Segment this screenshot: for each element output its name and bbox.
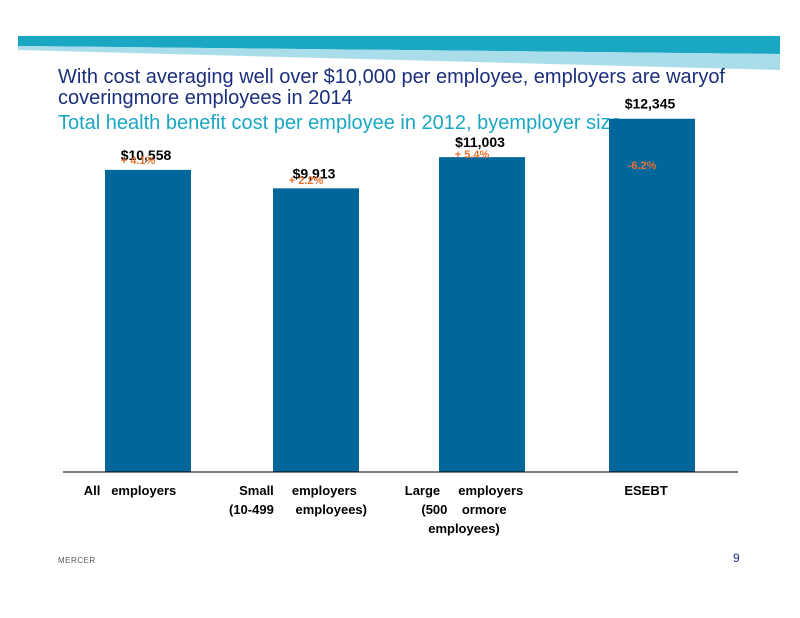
value-label-2: $11,003 (455, 134, 505, 150)
bar-2 (439, 157, 525, 472)
category-label-0-0: All employers (84, 483, 176, 498)
category-label-1-1: (10-499 employees) (229, 502, 367, 517)
slide-subtitle: Total health benefit cost per employee i… (58, 112, 622, 134)
change-label-1: + 2.2% (289, 175, 324, 187)
bar-0 (105, 169, 191, 472)
category-label-2-1: (500 ormore (421, 502, 506, 517)
value-label-0: $10,558 (121, 147, 172, 163)
category-label-2-0: Large employers (405, 483, 524, 498)
bar-1 (273, 188, 359, 472)
slide-title: With cost averaging well over $10,000 pe… (58, 66, 725, 109)
value-label-3: $12,345 (625, 96, 676, 112)
change-label-3: -6.2% (628, 160, 657, 172)
category-label-2-2: employees) (428, 521, 500, 536)
footer-logo-text: MERCER (58, 556, 96, 565)
bar-3 (609, 118, 695, 473)
change-label-0: + 4.1% (121, 155, 156, 167)
page-number: 9 (733, 551, 740, 565)
category-label-1-0: Small employers (239, 483, 357, 498)
change-label-2: + 5.4% (455, 149, 490, 161)
header-band (18, 36, 780, 70)
value-label-1: $9,913 (293, 165, 336, 181)
category-label-3-0: ESEBT (624, 483, 667, 498)
